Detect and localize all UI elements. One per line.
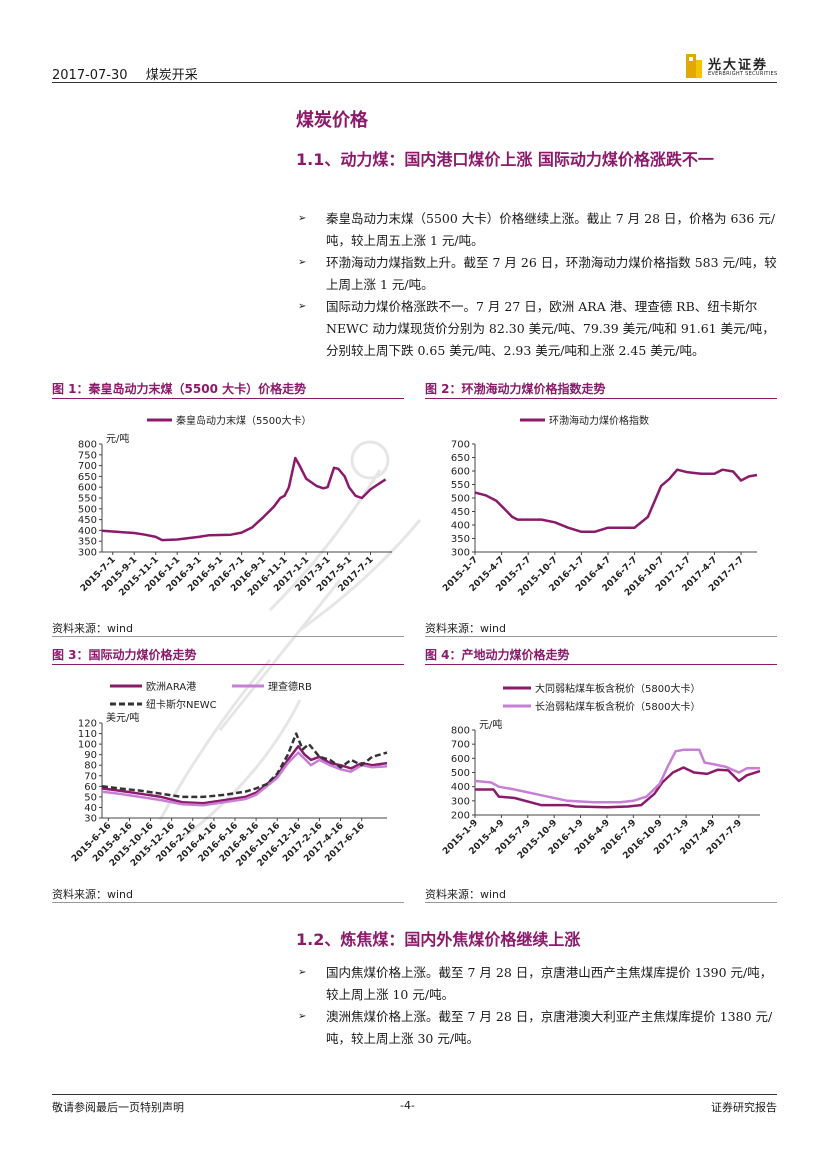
y-tick-label: 450 [451,507,470,518]
report-category: 煤炭开采 [145,68,198,83]
bullet-item: ➢ 澳洲焦煤价格上涨。截至 7 月 28 日，京唐港澳大利亚产主焦煤库提价 138… [298,1009,773,1046]
bullet-list-2: ➢ 国内焦煤价格上涨。截至 7 月 28 日，京唐港山西产主焦煤库提价 1390 … [298,962,778,1050]
bullet-item: ➢ 国内焦煤价格上涨。截至 7 月 28 日，京唐港山西产主焦煤库提价 1390 … [298,965,773,1002]
y-tick-label: 750 [78,450,97,461]
figure-1-source: 资料来源：wind [52,622,134,635]
series-line [475,766,761,809]
y-tick-label: 50 [84,792,97,803]
y-tick-label: 350 [78,537,97,548]
chart-4: 大同弱粘煤车板含税价（5800大卡） 长治弱粘煤车板含税价（5800大卡） 元/吨 2… [441,682,761,861]
legend-label: 秦皇岛动力末煤（5500大卡） [176,414,311,427]
y-tick-label: 400 [451,782,470,793]
figure-3-rule [52,664,404,665]
y-tick-label: 300 [451,548,470,559]
y-tick-label: 700 [451,440,470,451]
y-tick-label: 600 [451,754,470,765]
y-tick-label: 400 [451,521,470,532]
series-line [101,456,387,542]
bullet-item: ➢ 国际动力煤价格涨跌不一。7 月 27 日，欧洲 ARA 港、理查德 RB、纽卡… [298,299,775,358]
y-tick-label: 200 [451,811,470,822]
y-tick-label: 60 [84,782,97,793]
footer-disclaimer: 敬请参阅最后一页特别声明 [52,1101,184,1114]
y-tick-label: 300 [78,548,97,559]
footer-rule [52,1094,777,1095]
legend-label: 纽卡斯尔NEWC [146,698,217,711]
y-axis-label: 元/吨 [106,432,129,445]
legend-label: 环渤海动力煤价格指数 [549,414,649,427]
figure-1-rule [52,398,404,399]
figure-2-rule [425,398,777,399]
legend-label: 大同弱粘煤车板含税价（5800大卡） [535,682,700,695]
figure-1-source-rule [52,636,404,637]
y-tick-label: 500 [451,494,470,505]
series-line [101,744,388,805]
figure-4-title: 图 4：产地动力煤价格走势 [425,648,570,662]
y-tick-label: 500 [451,768,470,779]
y-tick-label: 80 [84,761,97,772]
y-tick-label: 90 [84,750,97,761]
chart-2: 环渤海动力煤价格指数300350400450500550600650700201… [441,414,758,598]
y-tick-label: 500 [78,504,97,515]
legend-label: 欧洲ARA港 [146,681,196,693]
header-rule [52,82,777,83]
series-line [474,748,760,804]
series-line [101,751,388,807]
bullet-item: ➢ 环渤海动力煤指数上升。截至 7 月 26 日，环渤海动力煤价格指数 583 元… [298,255,777,292]
y-tick-label: 400 [78,526,97,537]
y-tick-label: 100 [78,740,97,751]
report-header: 2017-07-30 煤炭开采 [52,64,198,83]
y-tick-label: 700 [451,740,470,751]
figure-3-source: 资料来源：wind [52,888,134,901]
legend-label: 理查德RB [268,680,312,693]
figure-1-title: 图 1：秦皇岛动力末煤（5500 大卡）价格走势 [52,382,307,396]
y-tick-label: 650 [451,453,470,464]
figure-4-source-rule [425,902,777,903]
subsection-title-2: 1.2、炼焦煤：国内外焦煤价格继续上涨 [296,930,581,949]
series-line [474,468,758,534]
series-line [101,732,388,799]
subsection-title-1: 1.1、动力煤：国内港口煤价上涨 国际动力煤价格涨跌不一 [296,150,714,169]
y-tick-label: 110 [78,729,97,740]
chart-1: 秦皇岛动力末煤（5500大卡） 元/吨 3003504004505005506006… [78,414,392,598]
y-tick-label: 120 [78,719,97,730]
y-tick-label: 600 [451,467,470,478]
y-tick-label: 700 [78,461,97,472]
y-axis-label: 元/吨 [479,718,502,731]
figure-2-title: 图 2：环渤海动力煤价格指数走势 [425,382,606,396]
chart-3: 欧洲ARA港 理查德RB 纽卡斯尔NEWC 美元/吨 30405060708090100… [70,680,388,869]
y-tick-label: 550 [78,494,97,505]
logo-en: EVERBRIGHT SECURITIES [708,71,778,77]
y-tick-label: 800 [451,726,470,737]
y-tick-label: 30 [84,814,97,825]
y-tick-label: 800 [78,440,97,451]
y-tick-label: 550 [451,480,470,491]
company-logo: 光大证券 EVERBRIGHT SECURITIES [686,54,778,80]
bullet-list-1: ➢ 秦皇岛动力末煤（5500 大卡）价格继续上涨。截止 7 月 28 日，价格为 … [298,208,778,362]
figure-4-source: 资料来源：wind [425,888,507,901]
footer-report-type: 证券研究报告 [711,1101,777,1114]
logo-cn: 光大证券 [708,58,769,73]
section-title: 煤炭价格 [296,110,368,131]
figure-4-rule [425,664,777,665]
page-number: -4- [400,1099,415,1112]
figure-2-source-rule [425,636,777,637]
report-date: 2017-07-30 [52,68,128,83]
y-tick-label: 40 [84,803,97,814]
logo-mark-icon [686,54,702,78]
y-tick-label: 300 [451,796,470,807]
y-tick-label: 650 [78,472,97,483]
legend-label: 长治弱粘煤车板含税价（5800大卡） [535,700,700,713]
y-axis-label: 美元/吨 [106,711,139,724]
y-tick-label: 70 [84,771,97,782]
bullet-item: ➢ 秦皇岛动力末煤（5500 大卡）价格继续上涨。截止 7 月 28 日，价格为 … [298,211,776,248]
figure-3-title: 图 3：国际动力煤价格走势 [52,648,197,662]
y-tick-label: 350 [451,534,470,545]
y-tick-label: 450 [78,515,97,526]
figure-2-source: 资料来源：wind [425,622,507,635]
y-tick-label: 600 [78,483,97,494]
figure-3-source-rule [52,902,404,903]
